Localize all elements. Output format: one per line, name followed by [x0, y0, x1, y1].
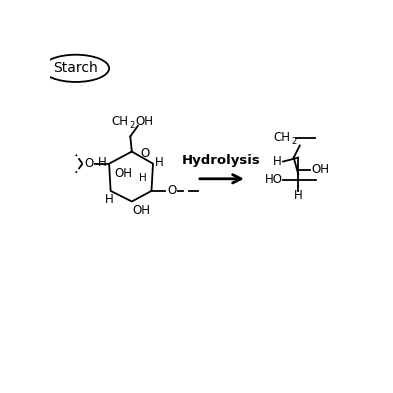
Text: H: H	[273, 155, 282, 168]
Text: O: O	[84, 157, 93, 170]
Text: Hydrolysis: Hydrolysis	[182, 154, 261, 167]
Text: OH: OH	[136, 115, 153, 128]
Text: 2: 2	[292, 138, 297, 146]
Text: 2: 2	[129, 121, 135, 130]
Text: HO: HO	[265, 173, 283, 186]
Text: H: H	[155, 156, 164, 169]
Text: O: O	[140, 147, 149, 160]
Text: OH: OH	[132, 204, 150, 217]
Text: H: H	[139, 173, 147, 183]
Text: CH: CH	[274, 131, 291, 145]
Text: O: O	[167, 184, 177, 197]
Text: H: H	[98, 156, 107, 169]
Text: Starch: Starch	[53, 61, 98, 75]
Text: H: H	[294, 189, 303, 202]
Text: OH: OH	[115, 167, 133, 180]
Text: H: H	[105, 193, 114, 206]
Text: CH: CH	[112, 115, 129, 128]
Text: OH: OH	[311, 163, 329, 176]
